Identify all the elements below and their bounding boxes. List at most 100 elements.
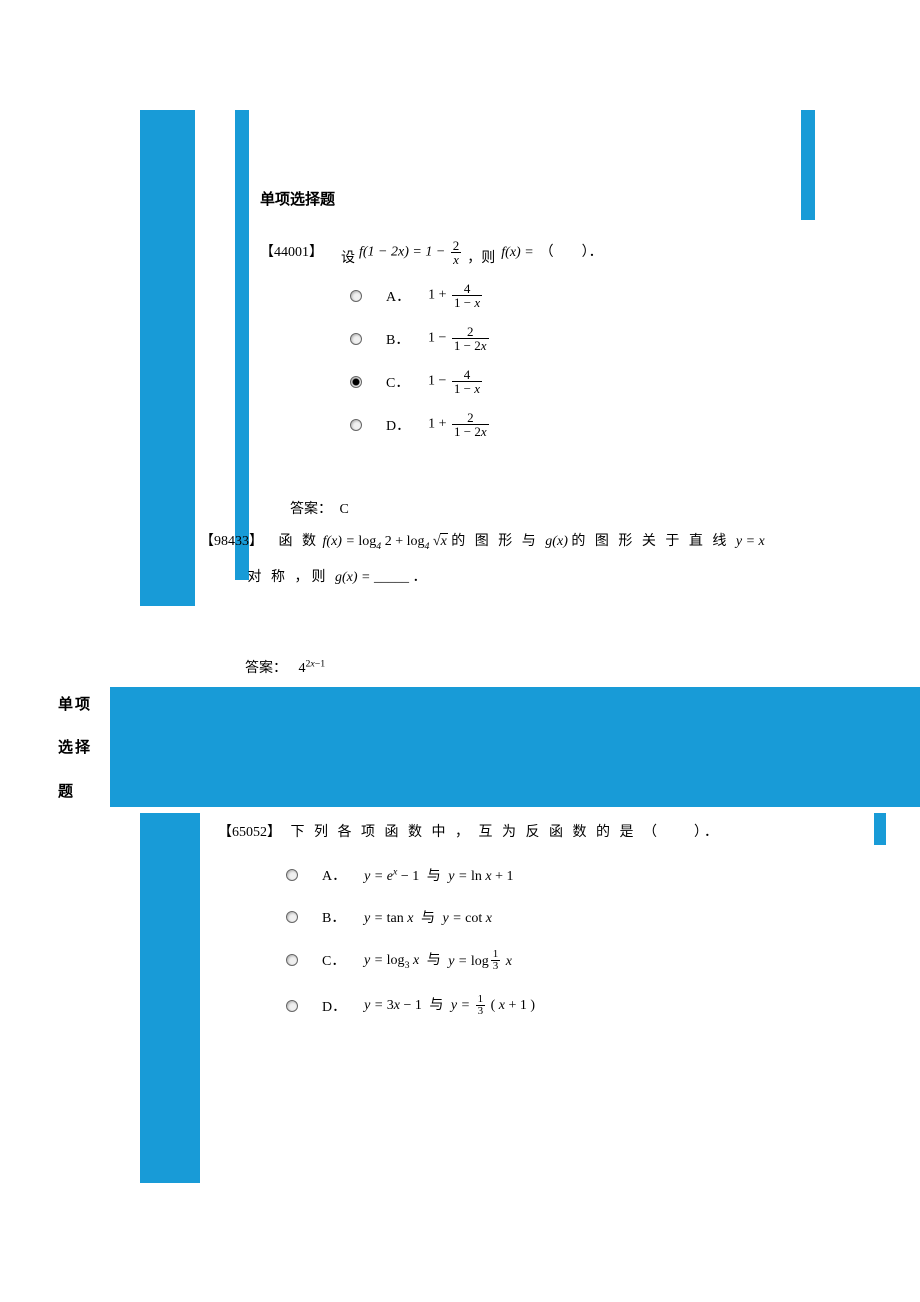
question-1-content: 单项选择题 【44001】 设 f(1 − 2x) = 1 − 2 x ，则 f…	[260, 110, 920, 518]
joiner: 与	[427, 869, 441, 884]
radio-icon[interactable]	[350, 419, 362, 431]
stem-paren: （ ）．	[540, 241, 603, 261]
opt-frac: 2 1 − 2x	[452, 325, 489, 352]
opt-prefix: 1 −	[428, 331, 446, 346]
stem-fx: f(x) =	[501, 245, 533, 261]
option-a-row[interactable]: A． y = ex − 1 与 y = ln x + 1	[286, 865, 920, 885]
option-c-row[interactable]: C． y = log3 x 与 y = log13 x	[286, 949, 920, 972]
page: 单项选择题 【44001】 设 f(1 − 2x) = 1 − 2 x ，则 f…	[20, 0, 900, 1183]
content-block: 单项选择题 【44001】 设 f(1 − 2x) = 1 − 2 x ，则 f…	[140, 110, 920, 1183]
option-b-row[interactable]: B． 1 − 2 1 − 2x	[350, 325, 920, 352]
radio-icon[interactable]	[286, 911, 298, 923]
question-id: 【98433】	[200, 534, 263, 549]
question-3-container: 【65052】 下 列 各 项 函 数 中 ， 互 为 反 函 数 的 是 （ …	[140, 813, 920, 1183]
stem-mid: ，则	[467, 247, 495, 267]
decorative-bar-inner	[235, 110, 249, 580]
line2a: 对 称 ，则	[248, 570, 336, 585]
d-frac: 13	[476, 994, 486, 1017]
section-bar: 单项 选择 题	[50, 687, 920, 807]
option-letter: C．	[386, 372, 410, 392]
rbase-frac: 13	[491, 949, 501, 972]
question-2-content: 【98433】 函 数 f(x) = log4 2 + log4 x 的 图 形…	[200, 518, 920, 597]
answer-value: C	[340, 502, 349, 517]
joiner: 与	[421, 911, 435, 926]
option-letter: D．	[322, 996, 346, 1016]
mid2: 的 图 形 关 于 直 线	[571, 534, 736, 549]
option-letter: B．	[386, 329, 410, 349]
frac-num: 2	[451, 239, 462, 253]
line2b: ．	[413, 570, 427, 585]
stem: 下 列 各 项 函 数 中 ， 互 为 反 函 数 的 是 （ ）．	[291, 825, 722, 840]
blank: _____	[374, 570, 409, 585]
d: 3	[491, 961, 501, 972]
radio-icon-selected[interactable]	[350, 376, 362, 388]
decorative-bar	[140, 518, 158, 538]
stem-lhs: f(1 − 2x) = 1 −	[359, 245, 445, 260]
label-l2: 选择	[58, 736, 102, 757]
option-d-math: y = 3x − 1 与 y = 13 ( x + 1 )	[364, 994, 535, 1017]
option-c-math: 1 − 4 1 − x	[428, 368, 484, 395]
option-c-row[interactable]: C． 1 − 4 1 − x	[350, 368, 920, 395]
joiner: 与	[429, 998, 443, 1013]
label-l1: 单项	[58, 693, 102, 714]
frac-den: x	[453, 252, 459, 267]
opt-prefix: 1 −	[428, 374, 446, 389]
option-b-math: 1 − 2 1 − 2x	[428, 325, 491, 352]
radio-icon[interactable]	[350, 333, 362, 345]
d: 3	[476, 1006, 486, 1017]
radio-icon[interactable]	[286, 954, 298, 966]
sqrt-arg: x	[441, 534, 447, 549]
section-label-zone: 单项 选择 题	[50, 687, 110, 807]
option-b-math: y = tan x 与 y = cot x	[364, 907, 492, 927]
question-id: 【65052】	[218, 825, 281, 840]
radio-icon[interactable]	[286, 869, 298, 881]
opt-frac: 4 1 − x	[452, 368, 482, 395]
stem-fx: f(x) = log4 2 + log4 x	[323, 534, 452, 549]
question-1-answer: 答案： C	[290, 498, 920, 518]
n: 2	[452, 325, 489, 339]
opt-frac: 2 1 − 2x	[452, 411, 489, 438]
option-letter: D．	[386, 415, 410, 435]
option-letter: C．	[322, 950, 346, 970]
mid1: 的 图 形 与	[451, 534, 545, 549]
log1-base: 4	[376, 541, 381, 552]
option-d-row[interactable]: D． 1 + 2 1 − 2x	[350, 411, 920, 438]
n: 2	[452, 411, 489, 425]
radio-icon[interactable]	[286, 1000, 298, 1012]
opt-prefix: 1 +	[428, 288, 446, 303]
option-c-math: y = log3 x 与 y = log13 x	[364, 949, 512, 972]
ans-base: 4	[299, 661, 306, 676]
question-1-stem: 【44001】 设 f(1 − 2x) = 1 − 2 x ，则 f(x) = …	[260, 239, 920, 266]
gx-eq: g(x) =	[335, 570, 371, 585]
joiner: 与	[427, 953, 441, 968]
answer-math: 42x−1	[299, 661, 326, 676]
y-eq-x: y = x	[736, 534, 765, 549]
question-3-content: 【65052】 下 列 各 项 函 数 中 ， 互 为 反 函 数 的 是 （ …	[218, 813, 920, 1018]
decorative-bar-mid	[110, 687, 920, 807]
question-1-container: 单项选择题 【44001】 设 f(1 − 2x) = 1 − 2 x ，则 f…	[140, 110, 920, 518]
decorative-bar-right	[874, 813, 886, 845]
radio-icon[interactable]	[350, 290, 362, 302]
option-d-row[interactable]: D． y = 3x − 1 与 y = 13 ( x + 1 )	[286, 994, 920, 1017]
gx: g(x)	[545, 534, 568, 549]
question-1-options: A． 1 + 4 1 − x B． 1 −	[350, 282, 920, 438]
lbase: 3	[405, 960, 410, 971]
option-a-math: 1 + 4 1 − x	[428, 282, 484, 309]
stem-prefix: 设	[341, 247, 355, 267]
n: 4	[452, 368, 482, 382]
question-3-options: A． y = ex − 1 与 y = ln x + 1 B． y = tan …	[286, 865, 920, 1018]
answer-label: 答案：	[290, 502, 332, 517]
section-title-single-choice: 单项选择题	[260, 188, 920, 209]
question-id: 【44001】	[260, 241, 323, 261]
decorative-bar-left	[140, 813, 200, 1183]
log2-base: 4	[424, 541, 429, 552]
stem-frac: 2 x	[451, 239, 462, 266]
stem-pre: 函 数	[279, 534, 320, 549]
option-d-math: 1 + 2 1 − 2x	[428, 411, 491, 438]
option-letter: A．	[322, 865, 346, 885]
option-b-row[interactable]: B． y = tan x 与 y = cot x	[286, 907, 920, 927]
question-2-answer: 答案： 42x−1	[245, 657, 920, 677]
option-a-row[interactable]: A． 1 + 4 1 − x	[350, 282, 920, 309]
option-letter: A．	[386, 286, 410, 306]
answer-label: 答案：	[245, 661, 287, 676]
